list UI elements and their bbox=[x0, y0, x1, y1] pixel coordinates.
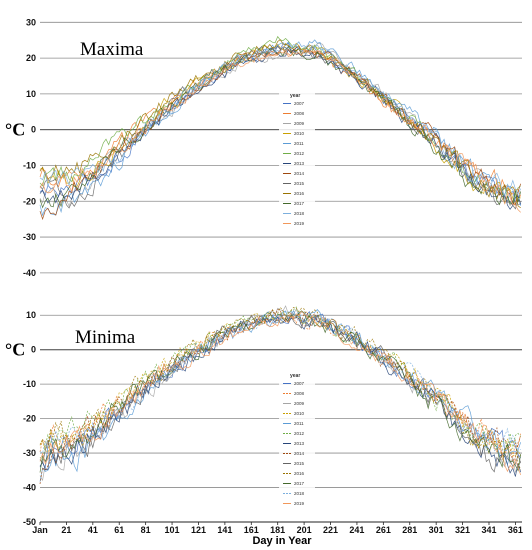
y-tick-label: 0 bbox=[31, 125, 36, 135]
legend-entry: 2014 bbox=[294, 171, 305, 176]
legend: year 2007 2008 2009 2010 2011 2012 2013 2014 2015… bbox=[279, 90, 315, 232]
series-line-2016 bbox=[39, 306, 522, 470]
y-tick-label: -20 bbox=[23, 196, 36, 206]
legend-entry: 2018 bbox=[294, 211, 305, 216]
legend: year 2007 2008 2009 2010 2011 2012 2013 2014 2015… bbox=[279, 370, 315, 512]
legend-entry: 2012 bbox=[294, 431, 305, 436]
series-line-2019 bbox=[39, 48, 521, 213]
series-line-2018 bbox=[39, 310, 521, 454]
series-line-2014 bbox=[39, 308, 522, 485]
legend-entry: 2009 bbox=[294, 401, 305, 406]
x-tick-label: 81 bbox=[141, 525, 151, 535]
series-line-2010 bbox=[39, 310, 522, 457]
legend-title: year bbox=[290, 373, 300, 379]
y-tick-label: -30 bbox=[23, 448, 36, 458]
legend-entry: 2011 bbox=[294, 141, 304, 146]
x-tick-label: 361 bbox=[508, 525, 523, 535]
x-tick-label: 241 bbox=[349, 525, 364, 535]
x-tick-label: Jan bbox=[32, 525, 48, 535]
series-line-2009 bbox=[39, 305, 522, 482]
y-tick-label: -10 bbox=[23, 160, 36, 170]
x-tick-label: 121 bbox=[191, 525, 206, 535]
series-line-2012 bbox=[39, 306, 521, 461]
legend-entry: 2008 bbox=[294, 111, 305, 116]
x-tick-label: 261 bbox=[376, 525, 391, 535]
x-tick-label: 201 bbox=[297, 525, 312, 535]
legend-entry: 2010 bbox=[294, 411, 305, 416]
legend-entry: 2015 bbox=[294, 181, 305, 186]
x-axis: Jan 21 41 61 81 101 121 141 161 181 201 221 241 261 28… bbox=[32, 521, 523, 547]
y-tick-label: 30 bbox=[26, 17, 36, 27]
y-tick-label: -40 bbox=[23, 483, 36, 493]
panel-title: Minima bbox=[75, 327, 136, 348]
x-tick-label: 161 bbox=[244, 525, 259, 535]
legend-entry: 2011 bbox=[294, 421, 304, 426]
series-line-2017 bbox=[39, 310, 522, 473]
y-tick-label: -50 bbox=[23, 517, 36, 527]
legend-entry: 2017 bbox=[294, 201, 305, 206]
series-line-2014 bbox=[39, 45, 522, 221]
legend-entry: 2009 bbox=[294, 121, 305, 126]
x-tick-label: 281 bbox=[402, 525, 417, 535]
legend-entry: 2016 bbox=[294, 191, 305, 196]
legend-entry: 2013 bbox=[294, 161, 305, 166]
legend-entry: 2019 bbox=[294, 221, 305, 226]
series-line-2015 bbox=[39, 45, 521, 210]
legend-entry: 2007 bbox=[294, 381, 305, 386]
legend-entry: 2016 bbox=[294, 471, 305, 476]
x-tick-label: 101 bbox=[165, 525, 180, 535]
legend-entry: 2017 bbox=[294, 481, 305, 486]
legend-entry: 2010 bbox=[294, 131, 305, 136]
x-tick-label: 141 bbox=[217, 525, 232, 535]
y-tick-label: 10 bbox=[26, 89, 36, 99]
legend-entry: 2015 bbox=[294, 461, 305, 466]
y-tick-label: -20 bbox=[23, 414, 36, 424]
legend-title: year bbox=[290, 93, 300, 99]
y-tick-label: 10 bbox=[26, 310, 36, 320]
x-tick-label: 321 bbox=[455, 525, 470, 535]
y-axis-unit: °C bbox=[5, 340, 25, 360]
series-line-2019 bbox=[39, 310, 522, 476]
legend-entry: 2008 bbox=[294, 391, 305, 396]
y-tick-label: -10 bbox=[23, 379, 36, 389]
legend-entry: 2014 bbox=[294, 451, 305, 456]
panel-title: Maxima bbox=[80, 39, 144, 60]
minima-panel: 10 0 -10 -20 -30 -40 -50 Minima °C year 2007 2008 20… bbox=[5, 305, 522, 527]
x-tick-label: 181 bbox=[270, 525, 285, 535]
x-tick-label: 301 bbox=[429, 525, 444, 535]
y-tick-label: 20 bbox=[26, 53, 36, 63]
series-line-2011 bbox=[39, 39, 522, 217]
x-tick-label: 41 bbox=[88, 525, 98, 535]
y-axis-unit: °C bbox=[5, 120, 25, 140]
y-tick-label: -30 bbox=[23, 232, 36, 242]
maxima-panel: 3020100-10-20-30-40Maxima°Cyear200720082… bbox=[5, 17, 522, 278]
legend-entry: 2019 bbox=[294, 501, 305, 506]
series-line-2017 bbox=[39, 46, 522, 209]
x-tick-label: 21 bbox=[61, 525, 71, 535]
x-tick-label: 341 bbox=[481, 525, 496, 535]
series-line-2015 bbox=[39, 314, 522, 473]
legend-entry: 2013 bbox=[294, 441, 305, 446]
legend-entry: 2012 bbox=[294, 151, 305, 156]
legend-entry: 2007 bbox=[294, 101, 305, 106]
legend-entry: 2018 bbox=[294, 491, 305, 496]
x-axis-title: Day in Year bbox=[252, 535, 312, 547]
y-tick-label: 0 bbox=[31, 345, 36, 355]
y-tick-label: -40 bbox=[23, 268, 36, 278]
x-tick-label: 61 bbox=[114, 525, 124, 535]
x-tick-label: 221 bbox=[323, 525, 338, 535]
